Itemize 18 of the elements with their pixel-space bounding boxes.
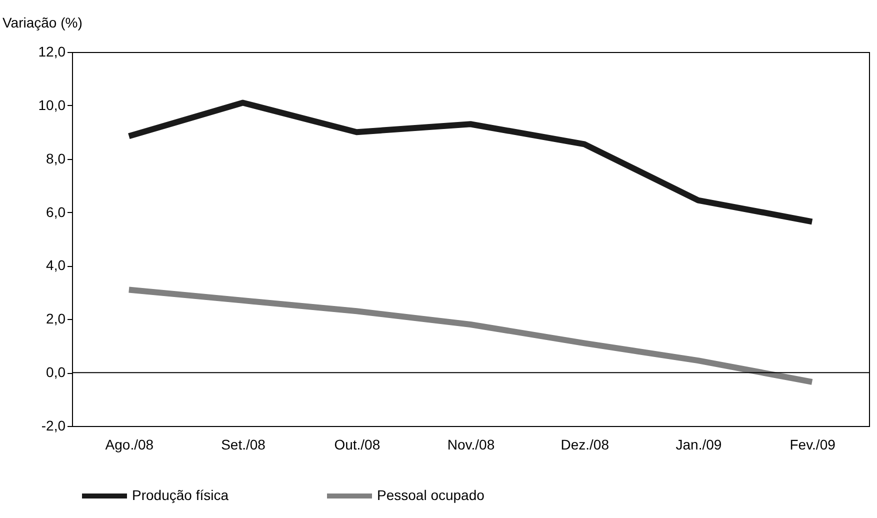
x-tick-label: Fev./09 [790, 436, 836, 452]
y-tick-label: 6,0 [46, 204, 66, 220]
y-tick-label: 0,0 [46, 364, 66, 380]
y-tick-label: 12,0 [38, 44, 66, 60]
x-tick-label: Jan./09 [676, 436, 722, 452]
y-tick-label: -2,0 [41, 418, 66, 434]
legend-label: Pessoal ocupado [377, 487, 485, 503]
y-tick-label: 2,0 [46, 310, 66, 327]
x-tick-label: Set./08 [221, 436, 266, 452]
legend-label: Produção física [132, 487, 229, 503]
x-tick-label: Ago./08 [105, 436, 154, 452]
x-tick-label: Nov./08 [447, 436, 495, 452]
y-tick-label: 10,0 [38, 96, 66, 113]
x-tick-label: Dez./08 [560, 436, 610, 452]
y-axis-title: Variação (%) [2, 14, 82, 30]
y-tick-label: 4,0 [46, 257, 66, 274]
y-tick-label: 8,0 [46, 150, 66, 166]
x-tick-label: Out./08 [334, 436, 380, 452]
